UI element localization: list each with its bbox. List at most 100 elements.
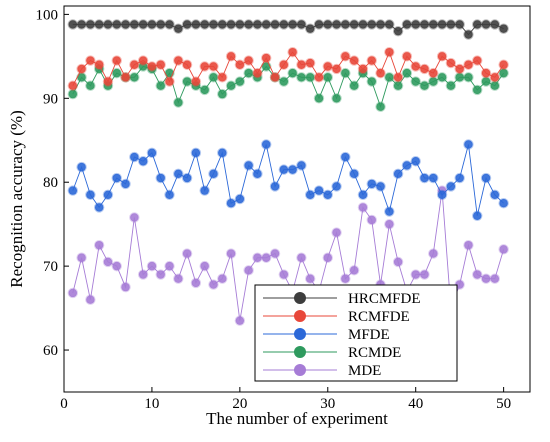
data-point <box>322 252 333 263</box>
data-point <box>445 57 457 69</box>
data-point <box>217 273 228 284</box>
data-point <box>348 265 360 276</box>
data-point <box>111 172 122 184</box>
data-point <box>208 168 219 180</box>
data-point <box>243 67 254 79</box>
data-point <box>225 248 237 259</box>
data-point <box>340 19 351 30</box>
y-tick-label: 60 <box>43 343 58 359</box>
data-point <box>181 19 193 30</box>
data-point <box>419 269 430 280</box>
data-point <box>366 76 377 87</box>
data-point <box>454 63 465 75</box>
data-point <box>181 248 193 259</box>
data-point <box>234 193 246 205</box>
data-point <box>357 19 369 30</box>
data-point <box>498 197 509 209</box>
data-point <box>155 19 166 30</box>
data-point <box>419 19 430 30</box>
data-point <box>269 72 281 83</box>
data-point <box>463 72 474 83</box>
y-tick-label: 70 <box>43 259 58 275</box>
legend-item: MFDE <box>263 327 390 343</box>
data-point <box>93 19 105 30</box>
legend-item: HRCMFDE <box>263 291 421 307</box>
legend-marker <box>294 328 306 340</box>
data-point <box>472 269 483 280</box>
legend-marker <box>294 310 306 322</box>
data-point <box>480 273 492 284</box>
data-point <box>85 189 96 201</box>
data-point <box>436 19 448 30</box>
data-point <box>85 80 96 91</box>
y-axis-title: Recognition accuracy (%) <box>7 110 26 287</box>
data-point <box>252 19 263 30</box>
data-point <box>296 19 307 30</box>
data-point <box>480 67 492 79</box>
data-point <box>384 218 395 230</box>
data-point <box>331 227 342 238</box>
data-point <box>234 315 246 326</box>
data-point <box>428 67 439 79</box>
data-point <box>498 244 509 255</box>
series-mfde <box>67 139 509 221</box>
data-point <box>129 212 140 223</box>
legend-label: RCMFDE <box>348 309 410 325</box>
data-point <box>173 168 184 180</box>
series-rcmfde <box>67 46 509 91</box>
data-point <box>120 19 131 30</box>
data-point <box>489 273 501 284</box>
x-tick-label: 40 <box>408 396 423 412</box>
data-point <box>85 55 96 66</box>
data-point <box>436 51 448 62</box>
data-point <box>85 19 96 30</box>
data-point <box>357 63 369 75</box>
data-point <box>454 19 465 30</box>
legend-label: MFDE <box>348 327 390 343</box>
data-point <box>366 19 377 30</box>
data-point <box>322 61 333 72</box>
data-point <box>366 178 377 190</box>
data-point <box>217 147 228 159</box>
data-point <box>164 19 175 30</box>
data-point <box>120 178 131 190</box>
data-point <box>296 252 307 263</box>
data-point <box>67 19 78 30</box>
data-point <box>217 88 228 100</box>
data-point <box>304 273 316 284</box>
data-point <box>384 206 395 217</box>
data-point <box>287 19 298 30</box>
data-point <box>164 189 175 201</box>
data-point <box>401 51 413 62</box>
data-point <box>287 46 298 58</box>
data-point <box>296 160 307 171</box>
data-point <box>392 72 404 83</box>
data-point <box>252 252 263 263</box>
data-point <box>384 72 395 83</box>
data-point <box>313 93 325 104</box>
data-point <box>278 19 290 30</box>
data-point <box>410 269 421 280</box>
data-point <box>445 19 457 30</box>
data-point <box>173 273 184 284</box>
data-point <box>261 139 272 150</box>
data-point <box>155 80 166 91</box>
data-point <box>225 80 237 91</box>
data-point <box>252 67 263 79</box>
data-point <box>85 294 96 305</box>
data-point <box>102 189 114 201</box>
data-point <box>331 93 342 104</box>
data-point <box>199 185 210 196</box>
data-point <box>208 72 219 83</box>
data-point <box>392 256 404 268</box>
data-point <box>129 59 140 70</box>
data-point <box>340 151 351 163</box>
data-point <box>93 59 105 70</box>
data-point <box>120 72 131 83</box>
data-point <box>436 72 448 83</box>
data-point <box>296 59 307 70</box>
data-point <box>234 76 246 87</box>
data-point <box>498 59 509 70</box>
y-tick-label: 80 <box>43 175 58 191</box>
data-point <box>463 59 474 70</box>
